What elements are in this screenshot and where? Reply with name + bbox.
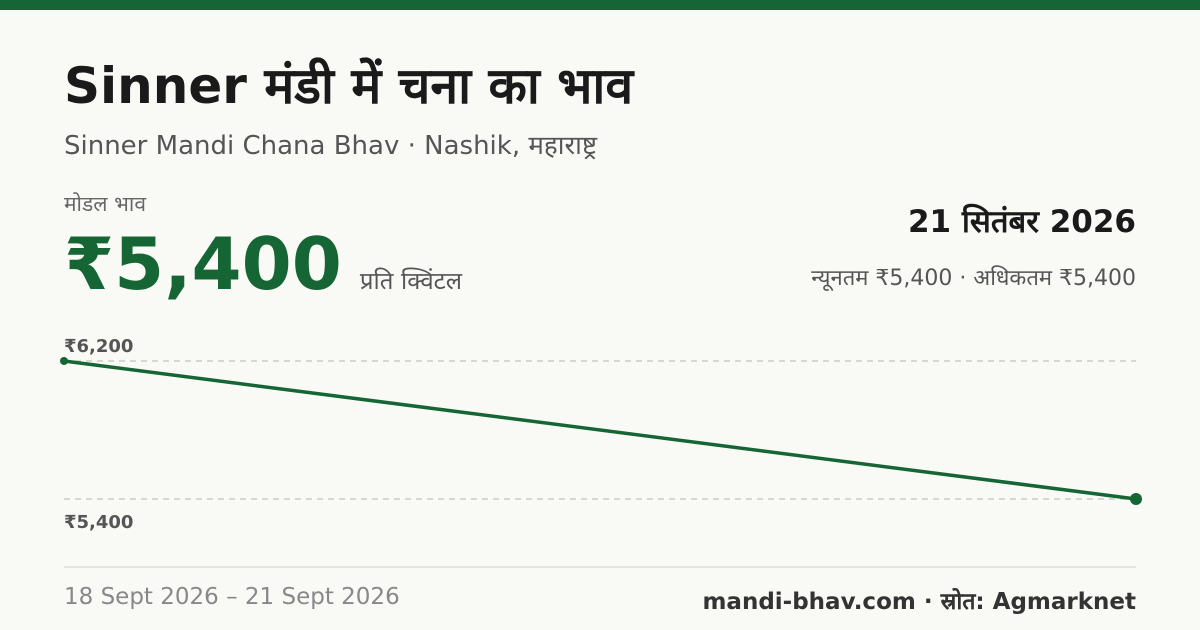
- series-line: [62, 359, 1138, 501]
- price-row: ₹5,400 प्रति क्विंटल: [64, 222, 462, 306]
- data-point: [60, 357, 68, 365]
- modal-price-value: ₹5,400: [64, 222, 342, 306]
- price-date: 21 सितंबर 2026: [907, 204, 1136, 240]
- price-trend-chart: ₹6,200 ₹5,400: [60, 336, 1142, 533]
- data-point: [1130, 493, 1142, 505]
- top-accent-bar: [0, 0, 1200, 10]
- footer-date-range: 18 Sept 2026 – 21 Sept 2026: [64, 584, 400, 610]
- page-subtitle: Sinner Mandi Chana Bhav · Nashik, महाराष…: [64, 131, 597, 161]
- ytick-label-min: ₹5,400: [64, 512, 133, 533]
- footer-divider: [64, 566, 1136, 568]
- ytick-label-max: ₹6,200: [64, 336, 133, 357]
- modal-price-label: मोडल भाव: [64, 192, 147, 216]
- price-unit: प्रति क्विंटल: [359, 267, 463, 295]
- series-points: [60, 357, 1142, 505]
- page-title: Sinner मंडी में चना का भाव: [64, 57, 634, 115]
- footer-source: mandi-bhav.com · स्रोत: Agmarknet: [702, 589, 1136, 615]
- min-max-range: न्यूनतम ₹5,400 · अधिकतम ₹5,400: [811, 266, 1136, 291]
